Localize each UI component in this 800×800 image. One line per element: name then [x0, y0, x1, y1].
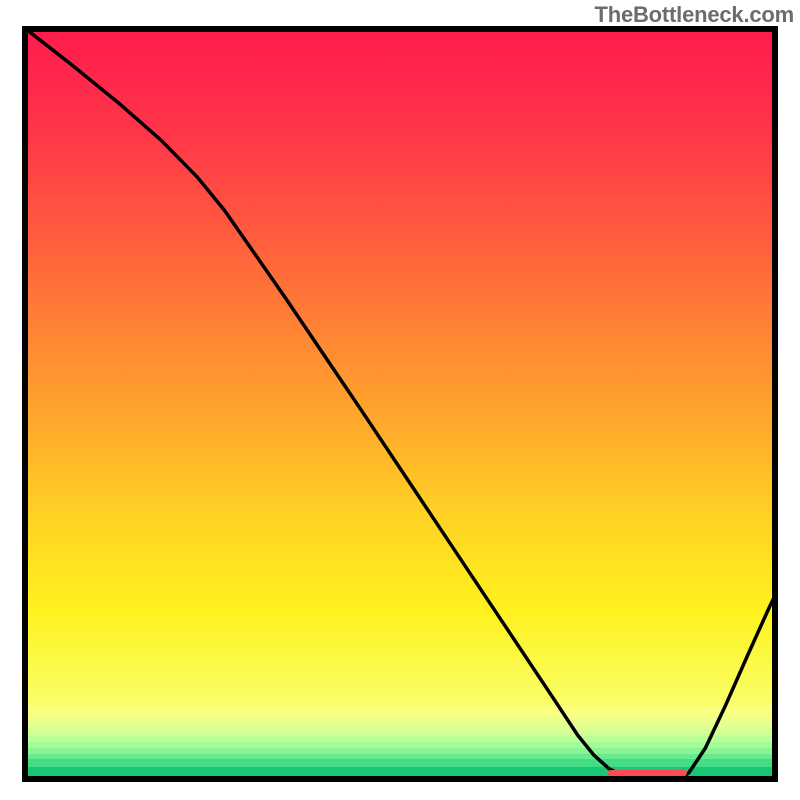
plot-area — [22, 26, 778, 782]
curve-svg — [22, 26, 778, 782]
watermark: TheBottleneck.com — [594, 2, 794, 28]
chart-root: { "watermark": { "text": "TheBottleneck.… — [0, 0, 800, 800]
optimum-marker — [608, 770, 687, 776]
curve-path — [22, 26, 778, 782]
